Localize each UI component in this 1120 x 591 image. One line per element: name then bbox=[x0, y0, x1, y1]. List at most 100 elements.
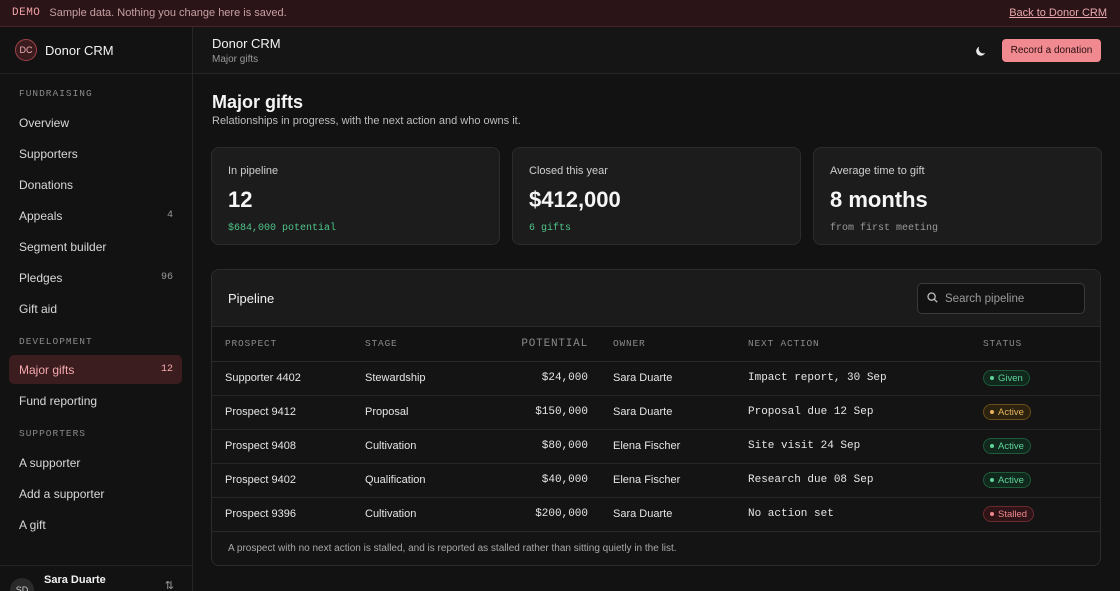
stat-label: In pipeline bbox=[228, 165, 279, 177]
moon-icon[interactable] bbox=[973, 43, 987, 57]
sidebar-item-label: A supporter bbox=[19, 455, 81, 470]
cell-next-action: Site visit 24 Sep bbox=[748, 429, 983, 464]
pipeline-table: PROSPECT STAGE POTENTIAL OWNER NEXT ACTI… bbox=[212, 327, 1100, 532]
cell-potential: $200,000 bbox=[505, 497, 588, 532]
stat-card-closed: Closed this year $412,000 6 gifts bbox=[512, 147, 801, 245]
cell-potential: $40,000 bbox=[505, 463, 588, 498]
cell-owner: Elena Fischer bbox=[588, 429, 748, 464]
sidebar-item-supporters[interactable]: Supporters bbox=[9, 139, 182, 168]
cell-status: Given bbox=[983, 361, 1100, 396]
sidebar-item-major-gifts[interactable]: Major gifts 12 bbox=[9, 355, 182, 384]
brand-logo: DC bbox=[15, 39, 37, 61]
stat-value: $412,000 bbox=[529, 187, 621, 212]
section-label-development: DEVELOPMENT bbox=[19, 336, 93, 347]
switch-user-icon[interactable]: ⇅ bbox=[164, 580, 174, 591]
sidebar-item-fund-reporting[interactable]: Fund reporting bbox=[9, 386, 182, 415]
table-row[interactable]: Prospect 9402 Qualification $40,000 Elen… bbox=[212, 463, 1100, 498]
sidebar-item-label: Supporters bbox=[19, 146, 78, 161]
cell-prospect: Supporter 4402 bbox=[212, 361, 365, 396]
sidebar-item-label: Gift aid bbox=[19, 301, 58, 316]
stat-sub: $684,000 potential bbox=[228, 223, 337, 234]
status-dot bbox=[990, 410, 994, 414]
pipeline-title: Pipeline bbox=[228, 291, 275, 306]
stat-label: Closed this year bbox=[529, 165, 608, 177]
column-header-status[interactable]: STATUS bbox=[983, 327, 1100, 362]
sidebar-item-overview[interactable]: Overview bbox=[9, 108, 182, 137]
cell-prospect: Prospect 9408 bbox=[212, 429, 365, 464]
sidebar-item-a-supporter[interactable]: A supporter bbox=[9, 448, 182, 477]
table-row[interactable]: Prospect 9396 Cultivation $200,000 Sara … bbox=[212, 497, 1100, 532]
sidebar-item-label: A gift bbox=[19, 517, 46, 532]
column-header-potential[interactable]: POTENTIAL bbox=[505, 327, 588, 362]
sidebar-item-a-gift[interactable]: A gift bbox=[9, 510, 182, 539]
user-profile[interactable]: SD Sara Duarte ⇅ bbox=[0, 565, 192, 591]
stat-value: 12 bbox=[228, 187, 253, 212]
stat-sub: from first meeting bbox=[830, 223, 939, 234]
status-label: Active bbox=[998, 406, 1024, 418]
demo-tag: DEMO bbox=[12, 7, 41, 19]
sidebar-item-label: Segment builder bbox=[19, 239, 107, 254]
pipeline-body: Supporter 4402 Stewardship $24,000 Sara … bbox=[212, 361, 1100, 532]
sidebar-item-donations[interactable]: Donations bbox=[9, 170, 182, 199]
cell-stage: Cultivation bbox=[365, 429, 505, 464]
column-header-owner[interactable]: OWNER bbox=[588, 327, 748, 362]
sidebar-item-appeals[interactable]: Appeals 4 bbox=[9, 201, 182, 230]
topbar-breadcrumb: Major gifts bbox=[212, 54, 259, 65]
status-label: Active bbox=[998, 474, 1024, 486]
status-label: Active bbox=[998, 440, 1024, 452]
status-dot bbox=[990, 478, 994, 482]
status-dot bbox=[990, 512, 994, 516]
sidebar-item-count: 4 bbox=[166, 210, 173, 221]
cell-owner: Sara Duarte bbox=[588, 497, 748, 532]
column-header-stage[interactable]: STAGE bbox=[365, 327, 505, 362]
sidebar-item-label: Overview bbox=[19, 115, 70, 130]
cell-potential: $150,000 bbox=[505, 395, 588, 430]
stat-card-pipeline: In pipeline 12 $684,000 potential bbox=[211, 147, 500, 245]
page-title: Major gifts bbox=[212, 92, 304, 112]
record-donation-button[interactable]: Record a donation bbox=[1002, 39, 1101, 62]
section-label-supporters: SUPPORTERS bbox=[19, 428, 87, 439]
demo-banner: DEMO Sample data. Nothing you change her… bbox=[0, 0, 1120, 27]
sidebar-item-label: Major gifts bbox=[19, 362, 75, 377]
cell-owner: Sara Duarte bbox=[588, 361, 748, 396]
cell-next-action: Proposal due 12 Sep bbox=[748, 395, 983, 430]
pipeline-header: Pipeline bbox=[212, 270, 1100, 327]
cell-stage: Stewardship bbox=[365, 361, 505, 396]
sidebar-item-count: 12 bbox=[160, 364, 173, 375]
sidebar: DC Donor CRM FUNDRAISING Overview Suppor… bbox=[0, 27, 193, 591]
sidebar-item-segment-builder[interactable]: Segment builder bbox=[9, 232, 182, 261]
sidebar-item-gift-aid[interactable]: Gift aid bbox=[9, 294, 182, 323]
cell-stage: Qualification bbox=[365, 463, 505, 498]
brand[interactable]: DC Donor CRM bbox=[0, 27, 192, 74]
status-badge: Active bbox=[983, 438, 1031, 454]
column-header-prospect[interactable]: PROSPECT bbox=[212, 327, 365, 362]
cell-prospect: Prospect 9402 bbox=[212, 463, 365, 498]
sidebar-item-pledges[interactable]: Pledges 96 bbox=[9, 263, 182, 292]
column-header-next-action[interactable]: NEXT ACTION bbox=[748, 327, 983, 362]
sidebar-item-label: Fund reporting bbox=[19, 393, 98, 408]
status-dot bbox=[990, 376, 994, 380]
search-box[interactable] bbox=[917, 283, 1085, 314]
page-subtitle: Relationships in progress, with the next… bbox=[212, 115, 521, 127]
cell-status: Stalled bbox=[983, 497, 1100, 532]
sidebar-item-label: Pledges bbox=[19, 270, 63, 285]
sidebar-item-label: Add a supporter bbox=[19, 486, 105, 501]
search-input[interactable] bbox=[945, 292, 1075, 305]
status-dot bbox=[990, 444, 994, 448]
back-to-crm-link[interactable]: Back to Donor CRM bbox=[1009, 7, 1107, 19]
table-row[interactable]: Prospect 9412 Proposal $150,000 Sara Dua… bbox=[212, 395, 1100, 430]
cell-potential: $24,000 bbox=[505, 361, 588, 396]
status-badge: Given bbox=[983, 370, 1030, 386]
sidebar-item-add-supporter[interactable]: Add a supporter bbox=[9, 479, 182, 508]
cell-next-action: No action set bbox=[748, 497, 983, 532]
demo-message: Sample data. Nothing you change here is … bbox=[49, 7, 287, 19]
sidebar-item-label: Donations bbox=[19, 177, 74, 192]
status-badge: Stalled bbox=[983, 506, 1035, 522]
cell-stage: Proposal bbox=[365, 395, 505, 430]
cell-potential: $80,000 bbox=[505, 429, 588, 464]
topbar: Donor CRM Major gifts Record a donation bbox=[193, 27, 1120, 74]
pipeline-footnote: A prospect with no next action is stalle… bbox=[212, 531, 1100, 565]
table-row[interactable]: Supporter 4402 Stewardship $24,000 Sara … bbox=[212, 361, 1100, 396]
table-row[interactable]: Prospect 9408 Cultivation $80,000 Elena … bbox=[212, 429, 1100, 464]
sidebar-item-count: 96 bbox=[160, 272, 173, 283]
